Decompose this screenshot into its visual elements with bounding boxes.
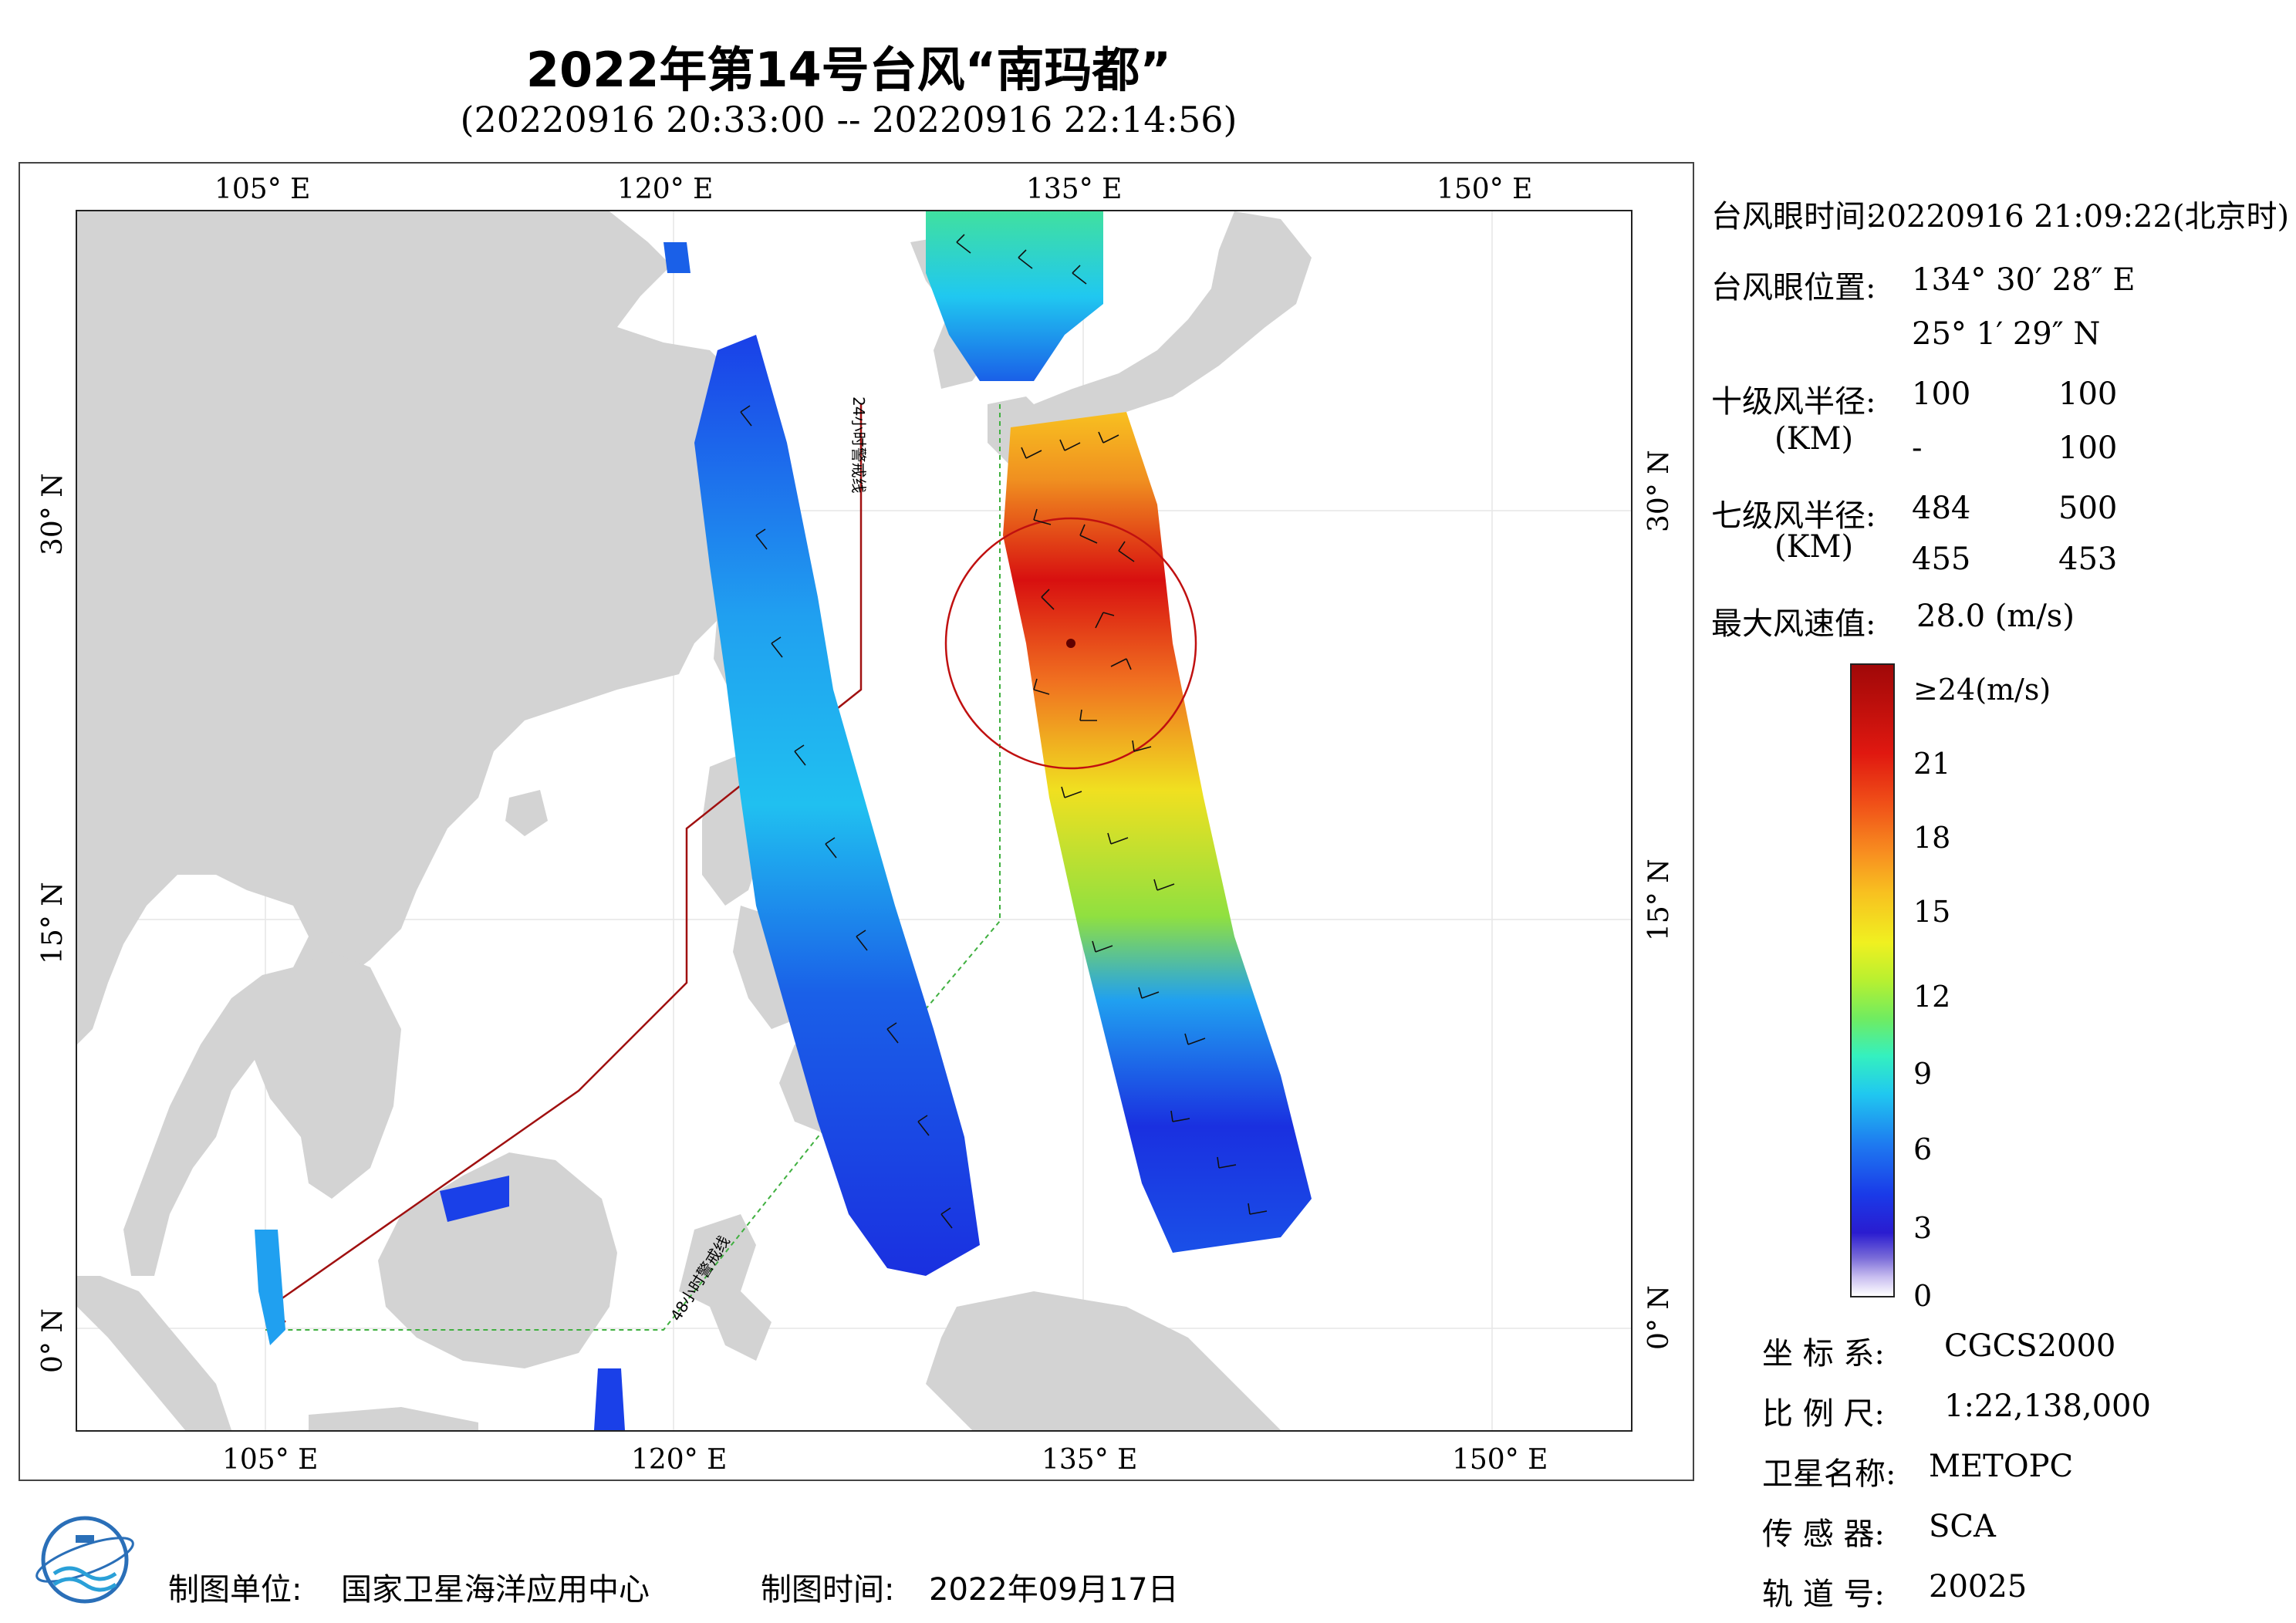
map-frame xyxy=(19,162,1694,1481)
land-borneo xyxy=(378,1152,617,1368)
colorbar-label-24: ≥24(m/s) xyxy=(1913,673,2051,707)
colorbar-label-0: 0 xyxy=(1913,1279,1933,1313)
lon-label-bottom-135: 135° E xyxy=(1042,1444,1138,1476)
land-new-guinea xyxy=(926,1291,1281,1430)
swath-java xyxy=(594,1368,625,1430)
typhoon-wind-circle xyxy=(944,517,1197,770)
sensor-label: 传 感 器: xyxy=(1762,1517,1885,1552)
satellite-value: METOPC xyxy=(1929,1449,2074,1484)
r7-label: 七级风半径: xyxy=(1711,498,1876,534)
r10-value-4: 100 xyxy=(2058,430,2118,466)
map-title: 2022年第14号台风“南玛都” xyxy=(525,42,1172,98)
swath-west xyxy=(694,335,980,1276)
colorbar-label-15: 15 xyxy=(1913,895,1951,929)
land-asia-mainland xyxy=(77,211,756,1044)
swath-sumatra xyxy=(255,1230,285,1345)
lat-label-left-30: 30° N xyxy=(37,473,69,555)
map-subtitle: (20220916 20:33:00 -- 20220916 22:14:56) xyxy=(460,99,1237,140)
maker-label: 制图单位: xyxy=(168,1572,302,1608)
wind-speed-colorbar xyxy=(1850,663,1895,1297)
crs-label: 坐 标 系: xyxy=(1762,1336,1885,1372)
lon-label-top-135: 135° E xyxy=(1026,174,1123,205)
orbit-value: 20025 xyxy=(1929,1569,2028,1604)
colorbar-label-9: 9 xyxy=(1913,1057,1933,1091)
land-sulawesi xyxy=(679,1214,772,1361)
maker-value: 国家卫星海洋应用中心 xyxy=(341,1572,650,1608)
lon-label-top-120: 120° E xyxy=(617,174,714,205)
warning-24h-label: 24小时警戒线 xyxy=(849,396,868,493)
r7-value-2: 500 xyxy=(2058,491,2118,526)
r10-unit: (KM) xyxy=(1774,421,1854,457)
r10-label: 十级风半径: xyxy=(1711,384,1876,420)
colorbar-label-18: 18 xyxy=(1913,821,1951,855)
sensor-value: SCA xyxy=(1929,1509,1996,1544)
land-sumatra xyxy=(77,1276,231,1430)
colorbar-label-12: 12 xyxy=(1913,980,1951,1014)
lat-label-right-30: 30° N xyxy=(1643,450,1675,532)
warning-line-48h xyxy=(265,404,1001,1331)
swath-borneo xyxy=(440,1176,509,1222)
lat-label-left-0: 0° N xyxy=(37,1308,69,1373)
land-japan xyxy=(1034,211,1312,427)
lat-label-left-15: 15° N xyxy=(37,882,69,964)
lat-label-right-15: 15° N xyxy=(1643,859,1675,941)
r7-unit: (KM) xyxy=(1774,529,1854,565)
lat-label-right-0: 0° N xyxy=(1643,1285,1675,1350)
colorbar-label-21: 21 xyxy=(1913,747,1951,781)
orbit-label: 轨 道 号: xyxy=(1762,1577,1885,1612)
wind-barbs xyxy=(740,234,1268,1229)
date-value: 2022年09月17日 xyxy=(929,1572,1179,1608)
eye-lon: 134° 30′ 28″ E xyxy=(1912,262,2136,298)
land-indochina xyxy=(123,952,401,1276)
wind-field-map: 24小时警戒线 48小时警戒线 xyxy=(76,210,1633,1432)
crs-value: CGCS2000 xyxy=(1944,1328,2116,1364)
date-label: 制图时间: xyxy=(761,1572,895,1608)
eye-pos-label: 台风眼位置: xyxy=(1711,270,1876,305)
r10-value-2: 100 xyxy=(2058,376,2118,412)
r7-value-4: 453 xyxy=(2058,542,2118,577)
land-java xyxy=(309,1407,478,1430)
eye-time-label: 台风眼时间: xyxy=(1711,199,1876,235)
satellite-label: 卫星名称: xyxy=(1762,1456,1896,1492)
lon-label-bottom-150: 150° E xyxy=(1452,1444,1548,1476)
scale-label: 比 例 尺: xyxy=(1762,1396,1885,1432)
r10-value-1: 100 xyxy=(1912,376,1971,412)
lon-label-bottom-105: 105° E xyxy=(222,1444,319,1476)
typhoon-eye-marker xyxy=(1066,639,1075,648)
swath-east xyxy=(1003,412,1312,1253)
nsoas-logo-icon xyxy=(35,1516,134,1604)
lon-label-top-105: 105° E xyxy=(214,174,311,205)
swath-bohai xyxy=(663,242,690,273)
lon-label-top-150: 150° E xyxy=(1437,174,1533,205)
scale-value: 1:22,138,000 xyxy=(1944,1388,2151,1424)
max-wind-label: 最大风速值: xyxy=(1711,606,1876,642)
r7-value-1: 484 xyxy=(1912,491,1971,526)
lon-label-bottom-120: 120° E xyxy=(631,1444,728,1476)
map-canvas: 24小时警戒线 48小时警戒线 xyxy=(77,211,1631,1430)
r7-value-3: 455 xyxy=(1912,542,1971,577)
eye-time-value: 20220916 21:09:22(北京时) xyxy=(1867,199,2290,235)
colorbar-label-6: 6 xyxy=(1913,1132,1933,1166)
eye-lat: 25° 1′ 29″ N xyxy=(1912,316,2101,352)
swath-korea xyxy=(926,211,1103,381)
colorbar-label-3: 3 xyxy=(1913,1211,1933,1245)
land-hainan xyxy=(505,790,548,836)
r10-value-3: - xyxy=(1912,430,1923,466)
max-wind-value: 28.0 (m/s) xyxy=(1916,599,2075,634)
